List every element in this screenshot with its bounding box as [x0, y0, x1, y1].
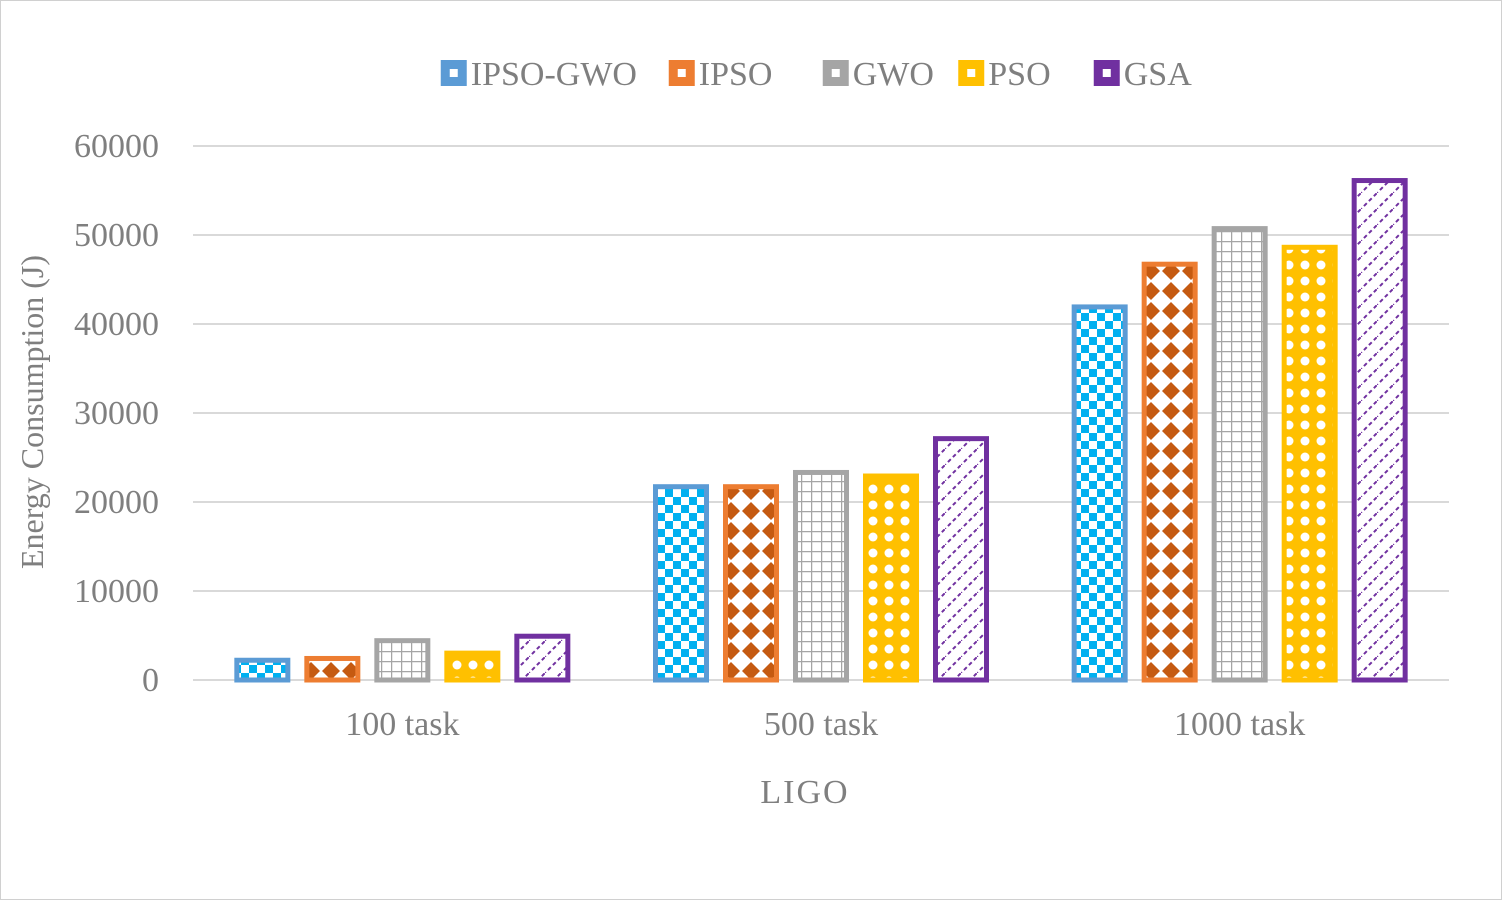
legend-label: IPSO-GWO [471, 56, 637, 93]
x-axis-ticks: 100 task 500 task 1000 task [345, 706, 1305, 743]
legend-label: GSA [1124, 56, 1192, 93]
bar-gsa-3 [1351, 178, 1408, 683]
legend-swatch-pattern [831, 69, 840, 77]
bar-gsa-1 [514, 633, 571, 683]
bar-pso-1 [444, 650, 501, 683]
x-tick-label: 1000 task [1174, 706, 1305, 743]
legend-item-gwo: GWO [822, 56, 934, 93]
y-tick-label: 60000 [74, 128, 159, 165]
bar-gwo-3 [1211, 226, 1268, 683]
legend-swatch-pattern [449, 69, 458, 77]
legend-item-ipso-gwo: IPSO-GWO [440, 56, 637, 93]
legend: IPSO-GWO IPSO GWO PSO GSA [440, 56, 1192, 93]
y-tick-label: 0 [142, 662, 159, 699]
y-tick-label: 40000 [74, 306, 159, 343]
legend-label: PSO [988, 56, 1050, 93]
legend-item-pso: PSO [958, 56, 1051, 93]
legend-label: GWO [853, 56, 934, 93]
bar-pso-3 [1281, 244, 1338, 683]
y-tick-label: 20000 [74, 484, 159, 521]
x-tick-label: 500 task [764, 706, 878, 743]
bar-ipso-3 [1141, 261, 1198, 683]
legend-swatch-pattern [967, 69, 976, 77]
legend-label: IPSO [699, 56, 773, 93]
legend-item-gsa: GSA [1093, 56, 1192, 93]
y-tick-label: 10000 [74, 573, 159, 610]
y-axis-label: Energy Consumption (J) [14, 255, 50, 569]
legend-swatch-pattern [677, 69, 686, 77]
y-axis-ticks: 0 10000 20000 30000 40000 50000 60000 [74, 128, 159, 699]
bar-ipso-gwo-1 [234, 657, 291, 683]
bar-gwo-2 [793, 469, 849, 683]
bars [234, 178, 1408, 683]
y-tick-label: 50000 [74, 217, 159, 254]
bar-pso-2 [863, 473, 919, 683]
bar-ipso-2 [723, 484, 779, 683]
x-axis-label: LIGO [760, 774, 849, 811]
bar-gsa-2 [933, 436, 989, 683]
legend-item-ipso: IPSO [668, 56, 773, 93]
x-tick-label: 100 task [345, 706, 459, 743]
bar-gwo-1 [374, 638, 431, 683]
bar-ipso-gwo-2 [653, 484, 709, 683]
bar-ipso-1 [304, 655, 361, 683]
bar-ipso-gwo-3 [1071, 304, 1128, 683]
y-tick-label: 30000 [74, 395, 159, 432]
legend-swatch-pattern [1102, 69, 1111, 77]
